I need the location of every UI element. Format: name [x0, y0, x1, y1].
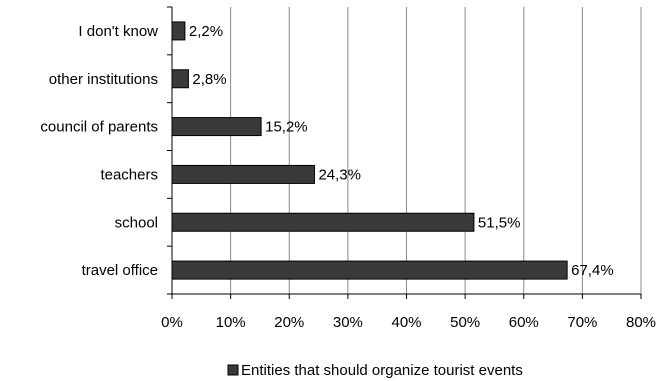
data-label: 2,2% [189, 23, 223, 40]
bar [171, 164, 315, 184]
x-tick-label: 60% [509, 314, 539, 331]
legend-label: Entities that should organize tourist ev… [241, 362, 523, 379]
data-label: 51,5% [478, 214, 521, 231]
bar [171, 117, 262, 137]
x-tick-label: 70% [567, 314, 597, 331]
bar [171, 69, 189, 89]
legend-swatch [227, 364, 239, 376]
data-label: 15,2% [265, 119, 308, 136]
x-tick-label: 20% [274, 314, 304, 331]
x-tick-label: 30% [333, 314, 363, 331]
category-label: council of parents [40, 119, 158, 136]
category-label: teachers [100, 166, 158, 183]
data-label: 24,3% [318, 166, 361, 183]
bar [171, 260, 568, 280]
data-label: 67,4% [571, 262, 614, 279]
category-label: travel office [82, 262, 158, 279]
x-tick-label: 10% [216, 314, 246, 331]
x-tick-label: 50% [450, 314, 480, 331]
category-label: school [115, 214, 158, 231]
x-tick-label: 0% [161, 314, 183, 331]
category-label: I don't know [78, 23, 158, 40]
legend: Entities that should organize tourist ev… [227, 362, 523, 379]
category-label: other institutions [49, 71, 158, 88]
labels: I don't know 2,2% other institutions 2,8% co… [40, 23, 656, 331]
x-tick-label: 40% [391, 314, 421, 331]
bar [171, 21, 186, 41]
gridlines [230, 7, 642, 294]
x-tick-label: 80% [626, 314, 656, 331]
bars [171, 21, 568, 280]
data-label: 2,8% [192, 71, 226, 88]
bar [171, 212, 475, 232]
axes [167, 6, 642, 299]
